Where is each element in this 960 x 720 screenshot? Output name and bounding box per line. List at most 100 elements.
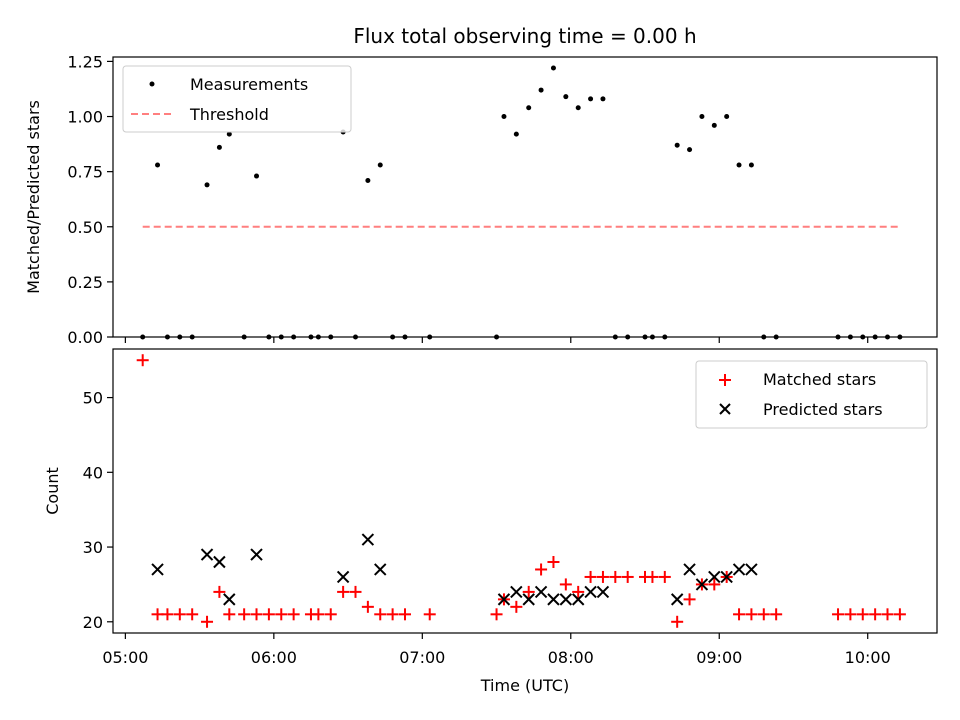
top-legend-box xyxy=(122,65,352,133)
measurement-point xyxy=(724,114,730,120)
matched-star-point xyxy=(881,608,894,621)
top-y-tick-label: 0.50 xyxy=(67,218,103,237)
bottom-y-tick-label: 30 xyxy=(83,538,103,557)
predicted-star-point xyxy=(584,585,597,599)
matched-star-point xyxy=(136,354,149,367)
predicted-star-point xyxy=(522,593,535,606)
top-axes-frame xyxy=(112,56,938,338)
measurement-point xyxy=(204,182,210,188)
predicted-star-point xyxy=(336,570,350,584)
measurement-point xyxy=(699,114,705,120)
matched-star-point xyxy=(646,570,659,583)
matched-star-point xyxy=(596,570,609,583)
top-y-tick-label: 0.00 xyxy=(67,328,103,347)
matched-star-point xyxy=(386,608,399,621)
legend-measurements-label: Measurements xyxy=(190,75,308,94)
predicted-star-point xyxy=(250,548,263,561)
predicted-star-point xyxy=(213,555,226,569)
matched-star-point xyxy=(337,585,350,598)
measurement-point xyxy=(377,162,383,168)
matched-star-point xyxy=(869,608,882,621)
top-y-tick-label: 1.00 xyxy=(67,108,103,127)
x-tick-label: 07:00 xyxy=(399,648,445,667)
predicted-star-point xyxy=(200,548,214,561)
matched-star-point xyxy=(201,615,214,628)
matched-star-point xyxy=(510,600,523,613)
matched-star-point xyxy=(223,608,236,621)
matched-star-point xyxy=(173,608,186,621)
matched-star-point xyxy=(490,608,503,621)
bottom-y-tick-label: 20 xyxy=(83,613,103,632)
legend-predicted-label: Predicted stars xyxy=(763,400,883,419)
measurement-point xyxy=(736,162,742,168)
predicted-star-point xyxy=(534,585,548,599)
matched-star-point xyxy=(671,615,684,628)
measurement-point xyxy=(687,147,693,153)
bottom-legend-box xyxy=(695,360,928,429)
predicted-star-point xyxy=(683,563,696,576)
matched-star-point xyxy=(856,608,869,621)
top-plot-area xyxy=(140,65,903,340)
matched-star-point xyxy=(893,608,906,621)
matched-star-point xyxy=(547,556,560,568)
matched-star-point xyxy=(213,585,226,598)
matched-star-point xyxy=(708,578,721,591)
predicted-star-point xyxy=(559,593,573,606)
matched-star-point xyxy=(324,608,337,621)
measurement-point xyxy=(550,65,556,71)
x-tick-label: 09:00 xyxy=(696,648,742,667)
bottom-legend: Matched stars Predicted stars xyxy=(695,360,928,429)
matched-star-point xyxy=(584,570,597,583)
x-tick-label: 06:00 xyxy=(251,648,297,667)
measurement-point xyxy=(538,87,544,93)
matched-star-point xyxy=(572,585,585,598)
predicted-star-point xyxy=(695,578,709,591)
measurement-point xyxy=(711,122,717,128)
measurement-point xyxy=(588,96,594,102)
bottom-x-axis: 05:00 06:00 07:00 08:00 09:00 10:00 xyxy=(102,633,891,667)
matched-star-point xyxy=(844,608,857,621)
matched-star-point xyxy=(832,608,845,621)
predicted-star-point xyxy=(361,533,375,546)
top-y-axis-label: Matched/Predicted stars xyxy=(24,100,43,294)
predicted-star-point xyxy=(732,563,746,576)
measurement-point xyxy=(254,173,260,179)
x-axis-label: Time (UTC) xyxy=(480,676,569,695)
matched-star-point xyxy=(423,608,436,621)
predicted-star-point xyxy=(670,593,684,606)
matched-star-point xyxy=(238,608,251,621)
predicted-star-point xyxy=(596,585,610,599)
matched-star-point xyxy=(522,585,535,598)
matched-star-point xyxy=(374,608,387,621)
matched-star-point xyxy=(535,563,548,576)
predicted-star-point xyxy=(571,593,585,606)
predicted-star-point xyxy=(745,563,758,576)
measurement-point xyxy=(748,162,754,168)
top-y-tick-label: 0.75 xyxy=(67,163,103,182)
predicted-star-point xyxy=(374,563,387,576)
matched-star-point xyxy=(262,608,275,621)
bottom-y-tick-label: 50 xyxy=(83,389,103,408)
measurement-point xyxy=(526,105,532,111)
measurement-point xyxy=(501,114,507,120)
matched-star-point xyxy=(745,608,758,621)
matched-star-point xyxy=(312,608,325,621)
legend-predicted-marker xyxy=(719,403,731,415)
matched-star-point xyxy=(275,608,288,621)
matched-star-point xyxy=(683,593,696,606)
matched-star-point xyxy=(186,608,199,621)
predicted-star-point xyxy=(151,563,164,576)
measurement-point xyxy=(674,142,680,148)
x-tick-label: 10:00 xyxy=(845,648,891,667)
x-tick-label: 05:00 xyxy=(102,648,148,667)
predicted-star-point xyxy=(497,593,511,606)
matched-star-point xyxy=(770,608,783,621)
legend-matched-marker xyxy=(719,374,731,386)
matched-star-point xyxy=(757,608,770,621)
matched-star-point xyxy=(250,608,263,621)
bottom-y-axis: 20 30 40 50 xyxy=(83,389,113,632)
bottom-plot-area xyxy=(136,354,906,628)
matched-star-point xyxy=(621,570,634,583)
legend-matched-label: Matched stars xyxy=(763,370,876,389)
